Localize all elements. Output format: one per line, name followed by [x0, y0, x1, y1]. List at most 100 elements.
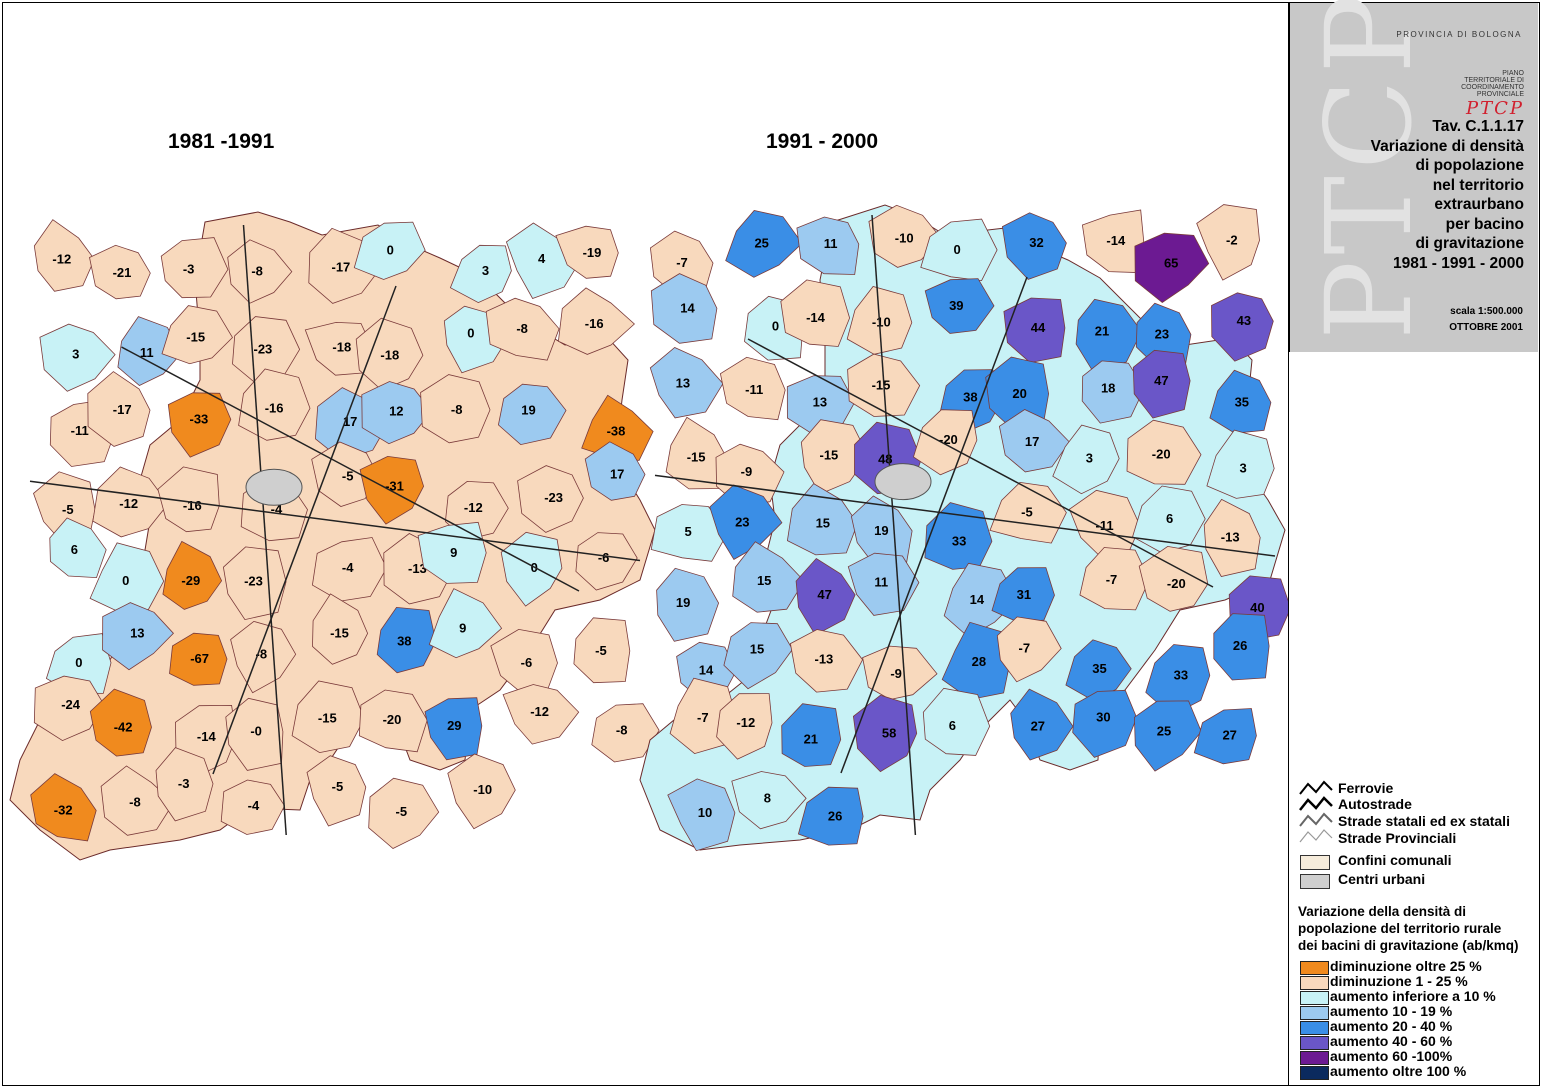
area-value-label: -5: [332, 779, 344, 794]
road-line: [29, 480, 641, 562]
catchment-area: [1081, 360, 1145, 424]
catchment-area: [304, 321, 373, 376]
area-value-label: -13: [1221, 530, 1240, 545]
area-value-label: -16: [183, 498, 202, 513]
catchment-area: [650, 504, 729, 562]
catchment-area: [1079, 547, 1150, 611]
area-value-label: 17: [610, 466, 624, 481]
area-value-label: 11: [140, 345, 154, 360]
legend-class-swatch: [1300, 1051, 1329, 1065]
area-value-label: 13: [813, 394, 827, 409]
catchment-area: [502, 684, 580, 745]
catchment-area: [719, 356, 786, 421]
area-value-label: -16: [265, 400, 284, 415]
area-value-label: 13: [130, 625, 144, 640]
area-value-label: 19: [676, 595, 690, 610]
catchment-area: [155, 747, 214, 822]
area-value-label: -5: [342, 469, 354, 484]
area-value-label: 27: [1222, 728, 1236, 743]
catchment-area: [358, 689, 428, 753]
area-value-label: 11: [824, 236, 838, 251]
area-value-label: -8: [129, 795, 141, 810]
area-value-label: 30: [1096, 710, 1110, 725]
catchment-area: [505, 222, 582, 299]
catchment-area: [39, 323, 116, 392]
legend-class-swatch: [1300, 1066, 1329, 1080]
catchment-area: [361, 381, 433, 445]
road-line: [840, 276, 1028, 774]
catchment-area: [353, 221, 426, 280]
area-value-label: 31: [1017, 587, 1031, 602]
catchment-area: [100, 765, 175, 836]
catchment-area: [731, 771, 807, 830]
title-line: per bacino: [1445, 215, 1524, 233]
catchment-area: [424, 697, 483, 761]
area-value-label: -13: [815, 652, 834, 667]
area-value-label: 4: [538, 251, 546, 266]
area-value-label: 23: [1155, 327, 1169, 342]
catchment-area: [355, 317, 424, 391]
area-value-label: -13: [408, 561, 427, 576]
catchment-area: [33, 675, 105, 742]
legend-provincial-roads: Strade Provinciali: [1338, 830, 1457, 846]
legend-class-label: aumento oltre 100 %: [1330, 1063, 1467, 1079]
area-value-label: -31: [385, 478, 404, 493]
catchment-area: [428, 588, 503, 659]
legend-class-swatch: [1300, 991, 1329, 1005]
catchment-area: [311, 537, 388, 602]
area-value-label: 0: [122, 573, 129, 588]
legend-class-swatch: [1300, 961, 1329, 975]
area-value-label: 3: [1239, 461, 1246, 476]
catchment-area: [1145, 644, 1211, 716]
catchment-area: [517, 465, 584, 533]
catchment-area: [575, 532, 638, 591]
logo-subtitle: PIANO TERRITORIALE DI COORDINAMENTO PROV…: [1461, 70, 1524, 98]
area-value-label: 20: [1012, 386, 1026, 401]
map-1981-1991: -12 -21 -3 -8 -17 0 3 4 -19 3 11 -15 -23 -18 -18 0 -8 -16…: [9, 211, 660, 861]
catchment-area: [368, 777, 440, 849]
area-value-label: 10: [698, 805, 712, 820]
area-value-label: -11: [745, 382, 763, 397]
area-value-label: -15: [872, 378, 891, 393]
catchment-area: [1138, 545, 1209, 612]
area-value-label: -20: [939, 432, 958, 447]
legend-municipal-swatch: [1300, 855, 1330, 870]
legend-class-label: diminuzione 1 - 25 %: [1330, 973, 1468, 989]
area-value-label: -5: [62, 502, 74, 517]
area-value-label: -5: [396, 804, 408, 819]
catchment-area: [102, 602, 174, 671]
catchment-area: [1211, 292, 1274, 362]
legend-class-label: aumento 60 -100%: [1330, 1048, 1453, 1064]
map-date: OTTOBRE 2001: [1449, 322, 1523, 333]
area-value-label: 8: [764, 790, 771, 805]
legend-heading-line: dei bacini di gravitazione (ab/kmq): [1298, 938, 1519, 953]
area-value-label: 28: [972, 654, 986, 669]
legend-class-label: aumento 10 - 19 %: [1330, 1003, 1453, 1019]
catchment-area: [996, 616, 1062, 683]
catchment-area: [1003, 297, 1066, 364]
area-value-label: 26: [828, 808, 842, 823]
area-value-label: -15: [318, 711, 337, 726]
legend-heading-line: popolazione del territorio rurale: [1298, 921, 1502, 936]
area-value-label: -20: [1152, 447, 1171, 462]
catchment-area: [160, 237, 229, 299]
area-value-label: 14: [680, 300, 695, 315]
catchment-area: [796, 216, 860, 275]
area-value-label: -7: [697, 710, 709, 725]
catchment-area: [998, 409, 1070, 473]
area-value-label: -10: [872, 315, 891, 330]
area-value-label: -10: [895, 231, 914, 246]
area-value-label: -38: [607, 424, 626, 439]
legend-class-swatch: [1300, 1021, 1329, 1035]
catchment-area: [117, 316, 182, 386]
area-value-label: -18: [332, 340, 351, 355]
catchment-area: [913, 409, 978, 476]
title-line: Variazione di densità: [1370, 137, 1524, 155]
catchment-area: [225, 697, 284, 771]
catchment-area: [420, 374, 491, 444]
catchment-area: [1132, 485, 1206, 554]
area-value-label: -3: [183, 261, 195, 276]
area-value-label: 0: [75, 655, 82, 670]
